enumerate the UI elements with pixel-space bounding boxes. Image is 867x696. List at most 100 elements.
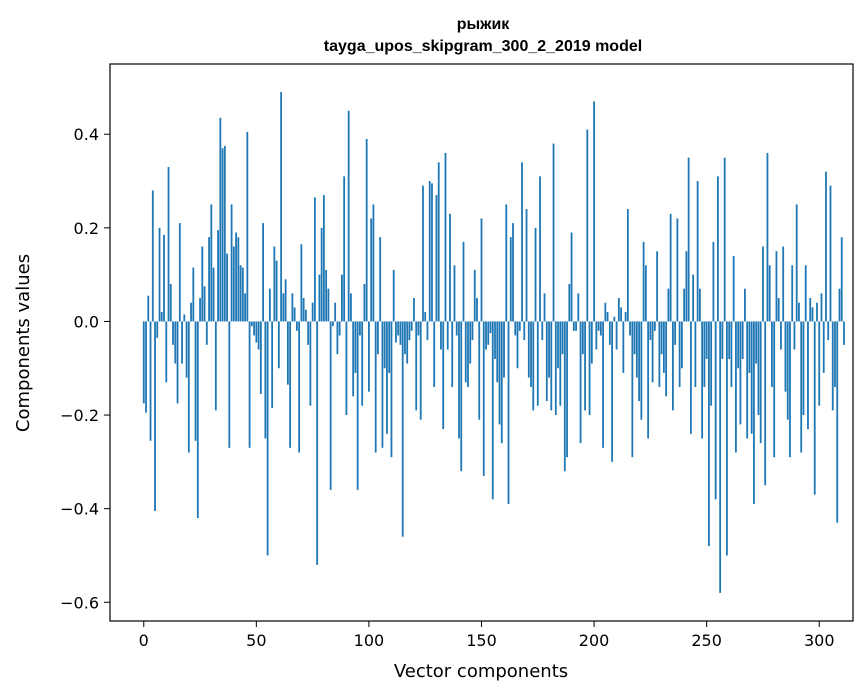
bar [712, 241, 715, 322]
bar [320, 227, 323, 322]
bar [300, 244, 303, 322]
bar [505, 204, 508, 322]
bar [228, 321, 231, 448]
bar [437, 162, 440, 322]
bar [498, 321, 501, 425]
bar [514, 321, 517, 336]
bar [825, 171, 827, 322]
bar [239, 265, 242, 322]
bar [291, 293, 294, 322]
bar [795, 204, 798, 322]
bar [266, 321, 269, 556]
bar [480, 218, 483, 322]
bar [147, 295, 150, 322]
bar [683, 288, 686, 322]
bar [536, 321, 539, 406]
bar [523, 321, 526, 341]
bar [464, 321, 467, 383]
bar [160, 312, 163, 322]
bar [809, 298, 812, 322]
bar [611, 321, 613, 462]
bar [750, 321, 753, 434]
bar [322, 195, 325, 322]
bar [273, 246, 276, 322]
bar [687, 157, 690, 322]
y-axis-ticks: −0.6 −0.4 −0.2 0.0 0.2 0.4 [60, 125, 110, 612]
bar [617, 298, 620, 322]
bar [316, 321, 319, 565]
bar [248, 321, 251, 448]
bar [203, 286, 206, 322]
bar [557, 321, 559, 369]
bar-series [142, 92, 845, 593]
bar [237, 237, 240, 322]
bar [363, 283, 366, 322]
bar [653, 321, 656, 331]
bar [676, 218, 679, 322]
x-tick-label: 200 [579, 631, 610, 650]
bar [311, 302, 314, 322]
bar [453, 265, 456, 322]
y-tick-label: −0.4 [60, 500, 99, 519]
bar [293, 307, 296, 322]
bar [708, 321, 710, 547]
bar [741, 321, 744, 359]
y-tick-label: 0.0 [74, 312, 99, 331]
bar [410, 321, 413, 331]
bar [633, 321, 636, 355]
bar [208, 237, 210, 322]
bar [649, 321, 652, 341]
bar [626, 209, 629, 322]
bar [744, 288, 746, 322]
bar [570, 232, 573, 322]
bar [280, 92, 283, 322]
y-tick-label: −0.2 [60, 406, 99, 425]
x-axis-ticks: 0 50 100 150 200 250 300 [139, 621, 835, 650]
bar [307, 321, 310, 345]
bar [723, 157, 726, 322]
bar [527, 321, 530, 378]
bar [341, 274, 343, 322]
bar [388, 321, 391, 373]
bar [586, 129, 589, 322]
bar [289, 321, 292, 448]
bar [539, 176, 541, 322]
bar [214, 321, 217, 411]
bar [816, 302, 818, 322]
bar [246, 131, 249, 322]
bar [383, 321, 386, 369]
bar [620, 307, 622, 322]
bar [485, 321, 487, 350]
x-tick-label: 100 [354, 631, 385, 650]
bar [422, 185, 424, 322]
bar [516, 321, 519, 369]
bar [534, 227, 537, 322]
bar [361, 321, 364, 406]
bar [530, 321, 532, 387]
bar [613, 316, 616, 322]
bar [338, 321, 341, 336]
bar [253, 321, 255, 336]
bar [201, 246, 204, 322]
bar [593, 101, 595, 322]
bar [205, 321, 208, 345]
x-tick-label: 50 [246, 631, 266, 650]
bar [813, 321, 816, 495]
bar [735, 321, 737, 453]
bar [631, 321, 634, 458]
bar [359, 321, 361, 336]
bar [768, 265, 771, 322]
bar [295, 321, 298, 331]
bar [834, 321, 836, 387]
bar [822, 321, 825, 373]
bar [762, 246, 764, 322]
bar [210, 204, 213, 322]
bar [390, 321, 393, 458]
bar [262, 223, 264, 322]
bar [669, 213, 672, 322]
bar [347, 110, 350, 322]
bar [327, 288, 330, 322]
bar [446, 321, 449, 350]
bar [608, 321, 611, 345]
bar [532, 321, 535, 411]
